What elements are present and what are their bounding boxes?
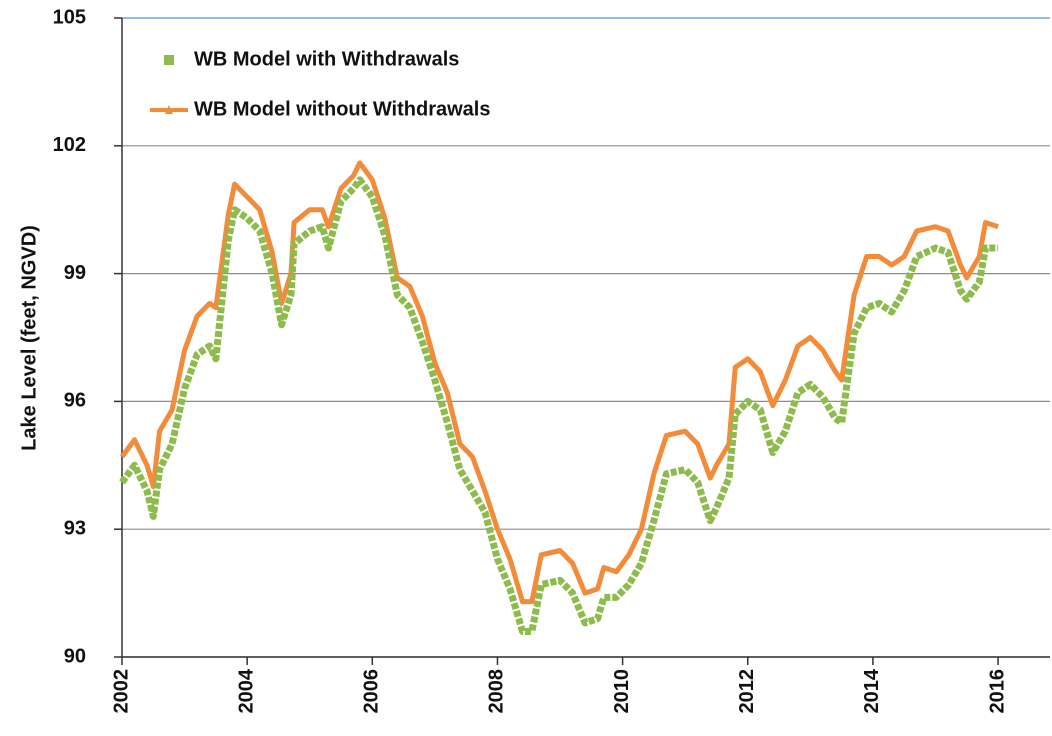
x-tick-label: 2006 (361, 669, 383, 714)
x-tick-label: 2004 (235, 668, 257, 713)
x-tick-label: 2014 (861, 668, 883, 713)
y-tick-label: 90 (64, 645, 86, 667)
y-axis-label: Lake Level (feet, NGVD) (18, 225, 40, 451)
y-tick-label: 102 (53, 134, 86, 156)
x-tick-label: 2012 (736, 669, 758, 714)
legend-label: WB Model without Withdrawals (194, 98, 490, 120)
x-tick-label: 2016 (986, 669, 1008, 714)
data-line (119, 160, 999, 605)
data-line (119, 176, 999, 635)
legend-swatch (165, 105, 173, 114)
x-tick-label: 2010 (611, 669, 633, 714)
y-tick-label: 96 (64, 390, 86, 412)
x-tick-label: 2002 (110, 669, 132, 714)
y-tick-label: 105 (53, 6, 86, 28)
y-tick-label: 99 (64, 262, 86, 284)
legend-label: WB Model with Withdrawals (194, 48, 459, 70)
legend-swatch (164, 55, 174, 65)
y-tick-label: 93 (64, 517, 86, 539)
x-tick-label: 2008 (486, 669, 508, 714)
